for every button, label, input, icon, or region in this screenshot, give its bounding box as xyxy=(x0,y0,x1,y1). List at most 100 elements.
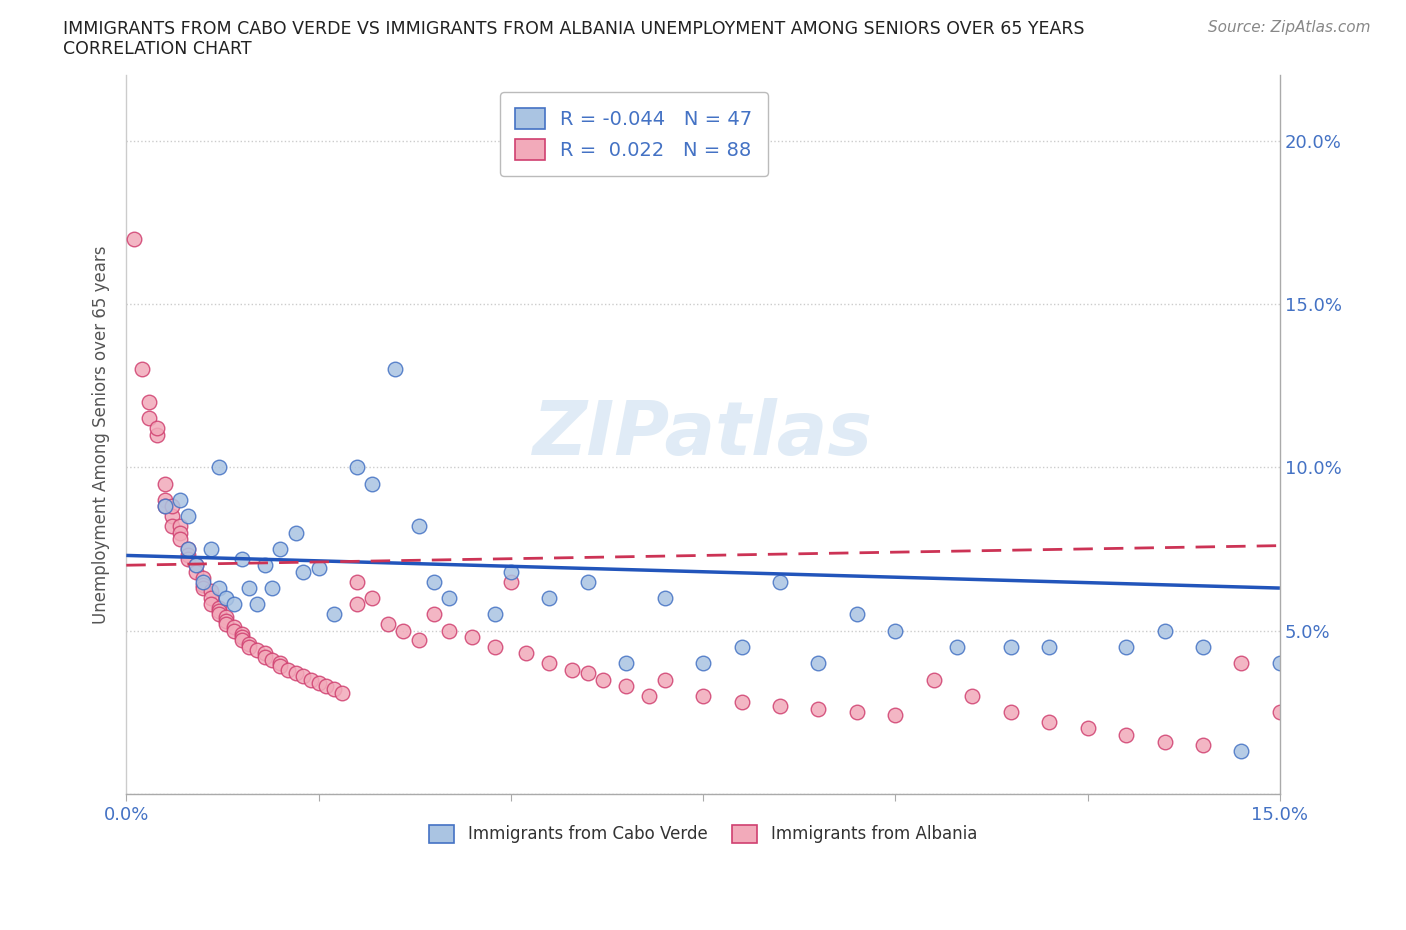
Point xyxy=(177,551,200,566)
Point xyxy=(207,580,229,595)
Point xyxy=(238,636,260,651)
Point xyxy=(1038,714,1060,729)
Point xyxy=(222,623,245,638)
Point xyxy=(1115,640,1137,655)
Point xyxy=(654,672,676,687)
Point xyxy=(392,623,415,638)
Y-axis label: Unemployment Among Seniors over 65 years: Unemployment Among Seniors over 65 years xyxy=(93,246,110,624)
Point xyxy=(423,574,446,589)
Point xyxy=(515,646,537,661)
Point xyxy=(215,617,238,631)
Point xyxy=(346,574,368,589)
Point xyxy=(576,574,599,589)
Point xyxy=(377,617,399,631)
Point xyxy=(138,394,160,409)
Point xyxy=(1000,705,1022,720)
Point xyxy=(269,656,291,671)
Point xyxy=(253,558,276,573)
Point xyxy=(177,541,200,556)
Point xyxy=(346,597,368,612)
Point xyxy=(1268,656,1291,671)
Point xyxy=(162,509,184,524)
Text: ZIPatlas: ZIPatlas xyxy=(533,398,873,472)
Point xyxy=(1115,727,1137,742)
Point xyxy=(284,525,307,540)
Point xyxy=(284,666,307,681)
Point xyxy=(315,679,337,694)
Point xyxy=(207,459,229,474)
Point xyxy=(269,541,291,556)
Point xyxy=(277,662,299,677)
Point xyxy=(146,420,169,435)
Point xyxy=(162,499,184,514)
Point xyxy=(169,532,191,547)
Point xyxy=(561,662,583,677)
Point xyxy=(184,565,207,579)
Point xyxy=(246,597,269,612)
Point xyxy=(299,672,322,687)
Point xyxy=(253,646,276,661)
Point xyxy=(946,640,969,655)
Point xyxy=(193,571,215,586)
Point xyxy=(884,708,907,723)
Point xyxy=(215,610,238,625)
Point xyxy=(177,541,200,556)
Point xyxy=(423,606,446,621)
Point xyxy=(614,656,637,671)
Point xyxy=(231,551,253,566)
Legend: Immigrants from Cabo Verde, Immigrants from Albania: Immigrants from Cabo Verde, Immigrants f… xyxy=(423,818,984,850)
Point xyxy=(346,459,368,474)
Point xyxy=(207,600,229,615)
Point xyxy=(193,580,215,595)
Point xyxy=(576,666,599,681)
Point xyxy=(200,597,222,612)
Point xyxy=(769,574,792,589)
Point xyxy=(1192,640,1215,655)
Point xyxy=(1153,734,1175,749)
Point xyxy=(361,591,384,605)
Point xyxy=(638,688,661,703)
Point xyxy=(238,580,260,595)
Point xyxy=(330,685,353,700)
Point xyxy=(215,613,238,628)
Point xyxy=(169,525,191,540)
Point xyxy=(200,584,222,599)
Point xyxy=(807,656,830,671)
Point xyxy=(730,695,752,710)
Point xyxy=(361,476,384,491)
Point xyxy=(308,561,330,576)
Point xyxy=(538,656,561,671)
Point xyxy=(1230,656,1253,671)
Point xyxy=(692,656,714,671)
Point xyxy=(238,640,260,655)
Point xyxy=(153,476,176,491)
Point xyxy=(231,630,253,644)
Point xyxy=(153,493,176,508)
Point xyxy=(323,606,346,621)
Point xyxy=(484,640,506,655)
Point xyxy=(614,679,637,694)
Point xyxy=(231,633,253,648)
Point xyxy=(308,675,330,690)
Text: Source: ZipAtlas.com: Source: ZipAtlas.com xyxy=(1208,20,1371,35)
Point xyxy=(884,623,907,638)
Point xyxy=(1192,737,1215,752)
Point xyxy=(193,578,215,592)
Text: IMMIGRANTS FROM CABO VERDE VS IMMIGRANTS FROM ALBANIA UNEMPLOYMENT AMONG SENIORS: IMMIGRANTS FROM CABO VERDE VS IMMIGRANTS… xyxy=(63,20,1085,38)
Point xyxy=(292,669,315,684)
Point xyxy=(253,649,276,664)
Point xyxy=(184,558,207,573)
Point xyxy=(153,499,176,514)
Point xyxy=(461,630,484,644)
Point xyxy=(962,688,984,703)
Point xyxy=(177,548,200,563)
Point xyxy=(323,682,346,697)
Point xyxy=(1077,721,1099,736)
Point xyxy=(193,574,215,589)
Point xyxy=(222,597,245,612)
Point xyxy=(231,626,253,641)
Point xyxy=(200,591,222,605)
Point xyxy=(200,541,222,556)
Point xyxy=(153,499,176,514)
Point xyxy=(538,591,561,605)
